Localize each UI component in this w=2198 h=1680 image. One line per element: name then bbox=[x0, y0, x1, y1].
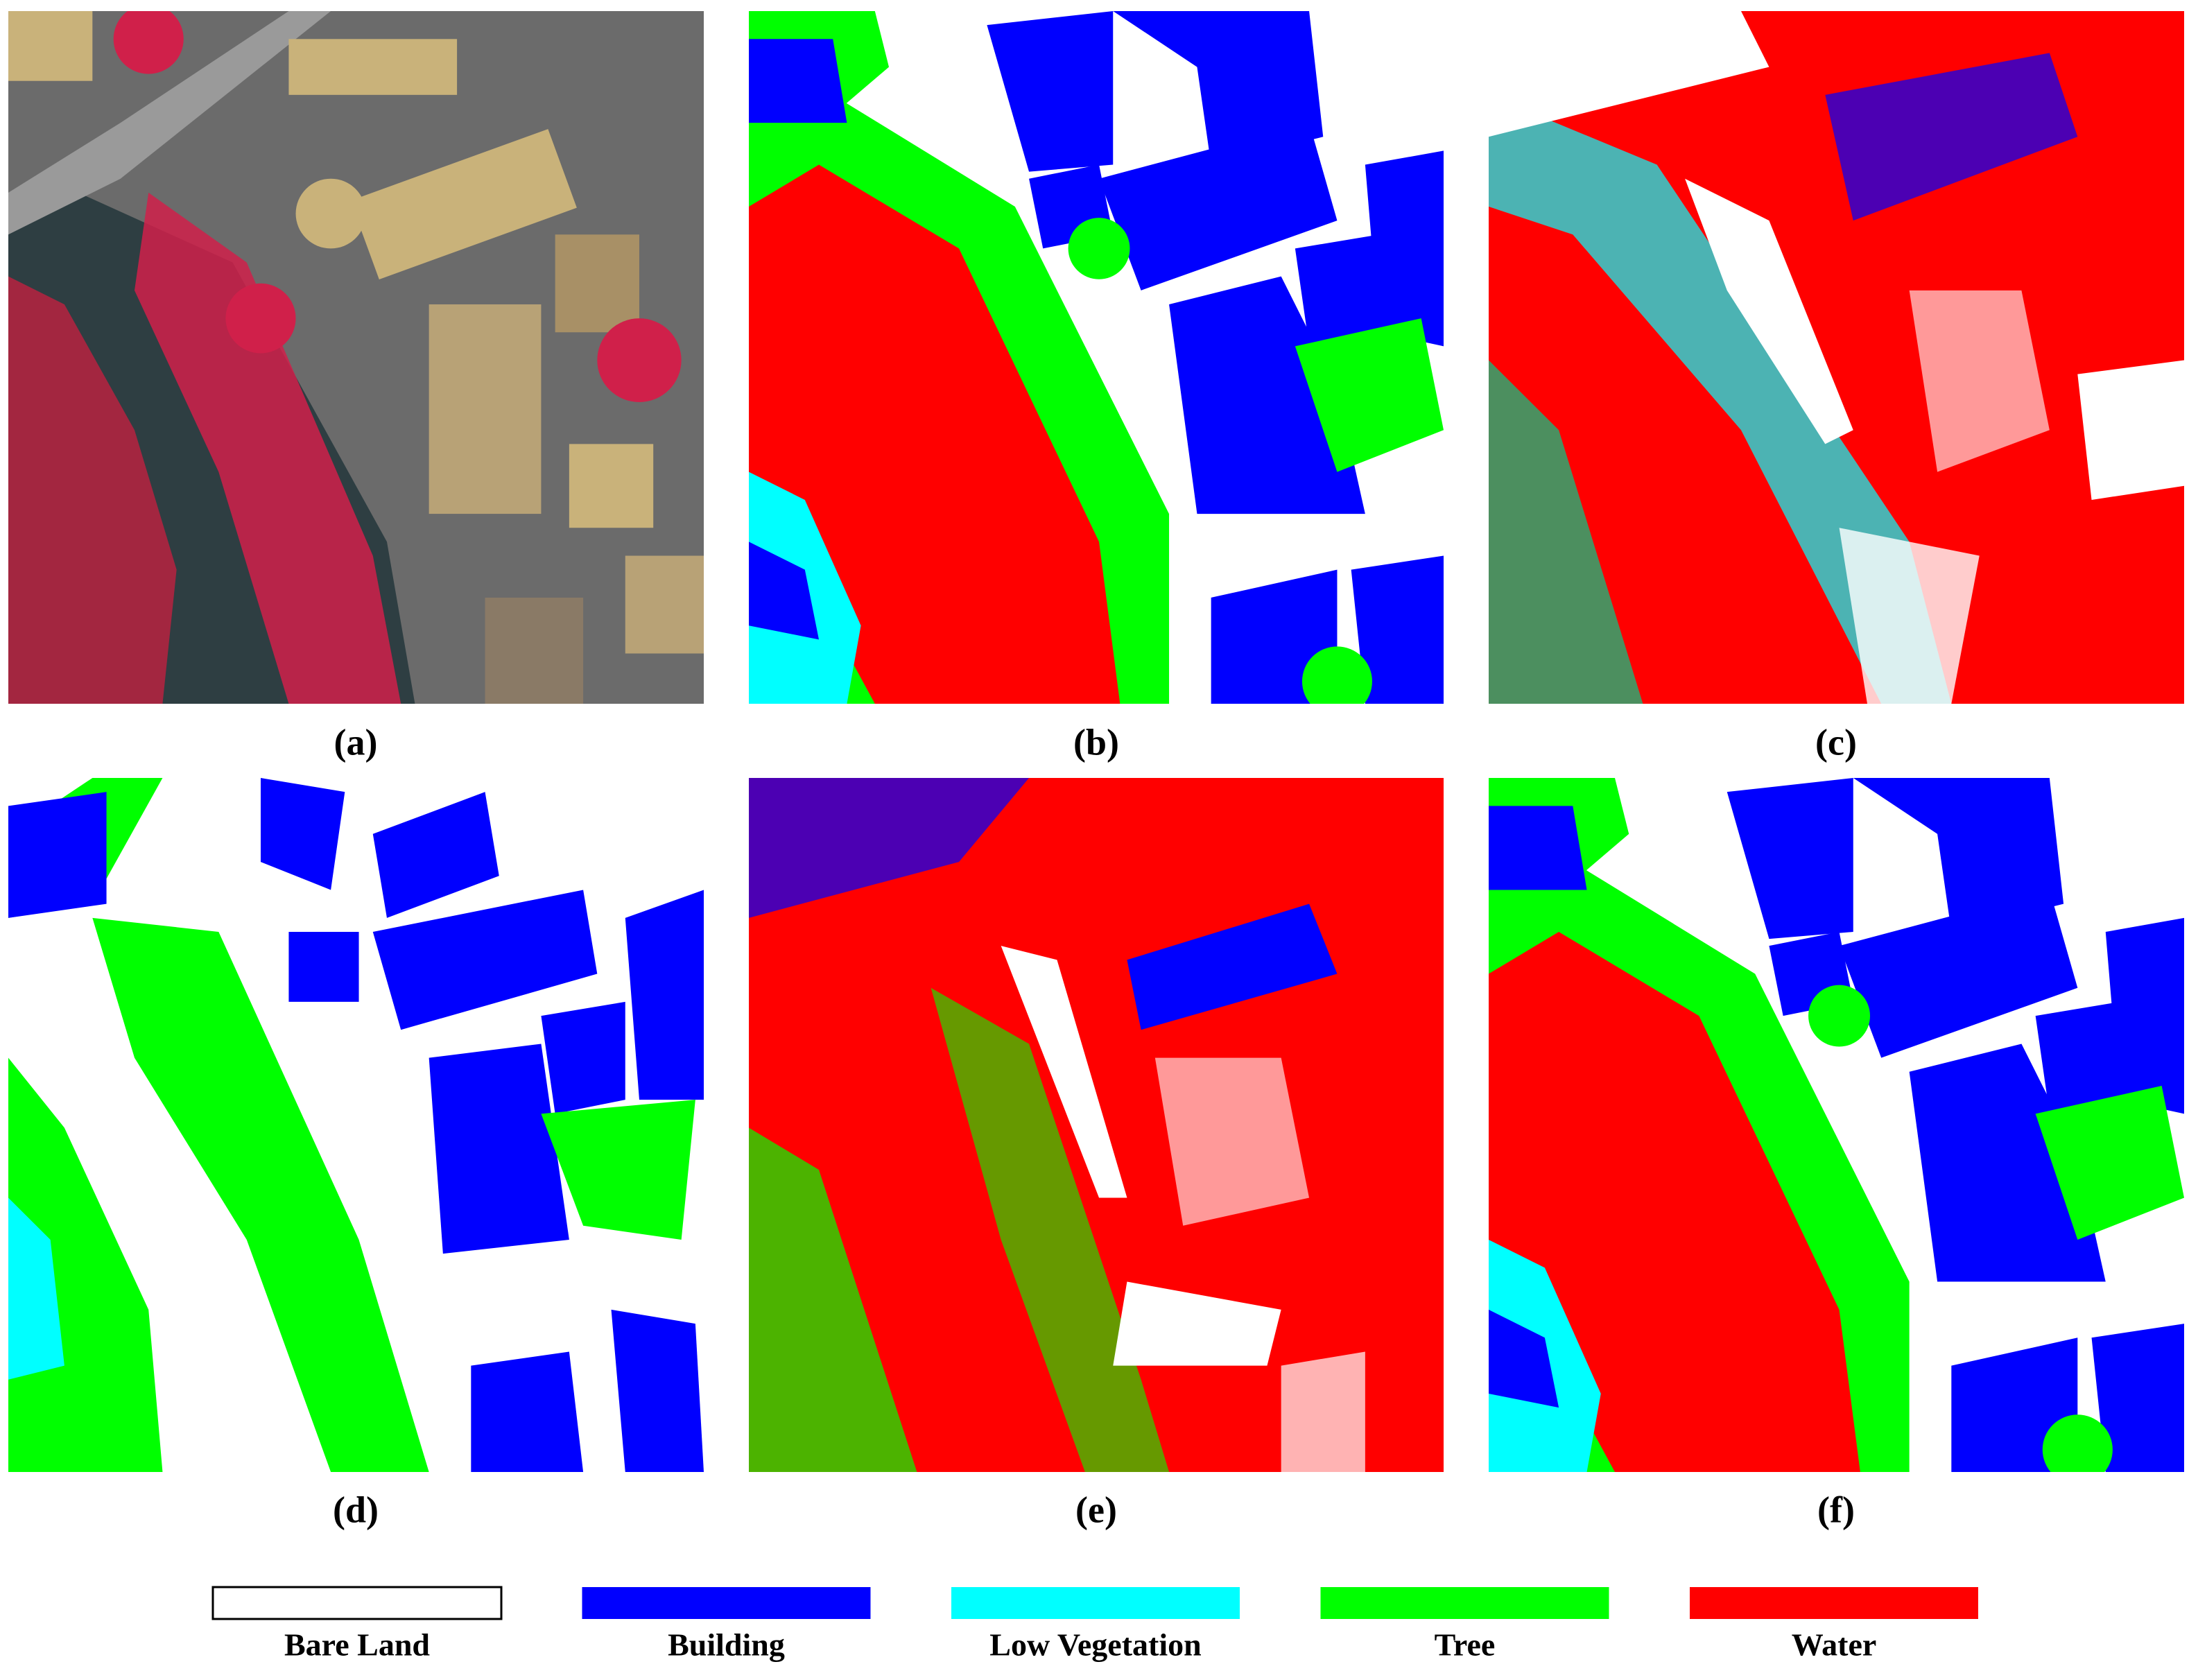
prediction-map-c bbox=[1489, 11, 2184, 704]
legend-swatch bbox=[951, 1587, 1240, 1619]
panel-label: (c) bbox=[1815, 721, 1857, 763]
panel-label: (a) bbox=[334, 721, 378, 763]
legend-label: Tree bbox=[1435, 1627, 1496, 1663]
prediction-map-d bbox=[8, 778, 704, 1472]
panel-labels: (a) (b) (c) (d) (e) (f) bbox=[333, 721, 1857, 1530]
legend-swatch bbox=[211, 1586, 503, 1620]
legend: Bare Land Building Low Vegetation Tree Water bbox=[211, 1586, 1978, 1663]
aerial-image bbox=[8, 11, 704, 704]
legend-swatch bbox=[582, 1587, 871, 1619]
legend-label: Building bbox=[668, 1627, 785, 1663]
prediction-map-f bbox=[1489, 778, 2184, 1472]
legend-swatch bbox=[1690, 1587, 1978, 1619]
panel-label: (b) bbox=[1073, 721, 1119, 763]
legend-swatch bbox=[1320, 1587, 1609, 1619]
legend-label: Bare Land bbox=[284, 1627, 430, 1663]
legend-label: Low Vegetation bbox=[989, 1627, 1201, 1663]
legend-label: Water bbox=[1792, 1627, 1877, 1663]
prediction-map-e bbox=[749, 778, 1444, 1472]
ground-truth-map bbox=[749, 11, 1444, 704]
panel-label: (d) bbox=[333, 1489, 379, 1530]
panel-label: (e) bbox=[1075, 1489, 1117, 1530]
panel-label: (f) bbox=[1817, 1489, 1855, 1530]
